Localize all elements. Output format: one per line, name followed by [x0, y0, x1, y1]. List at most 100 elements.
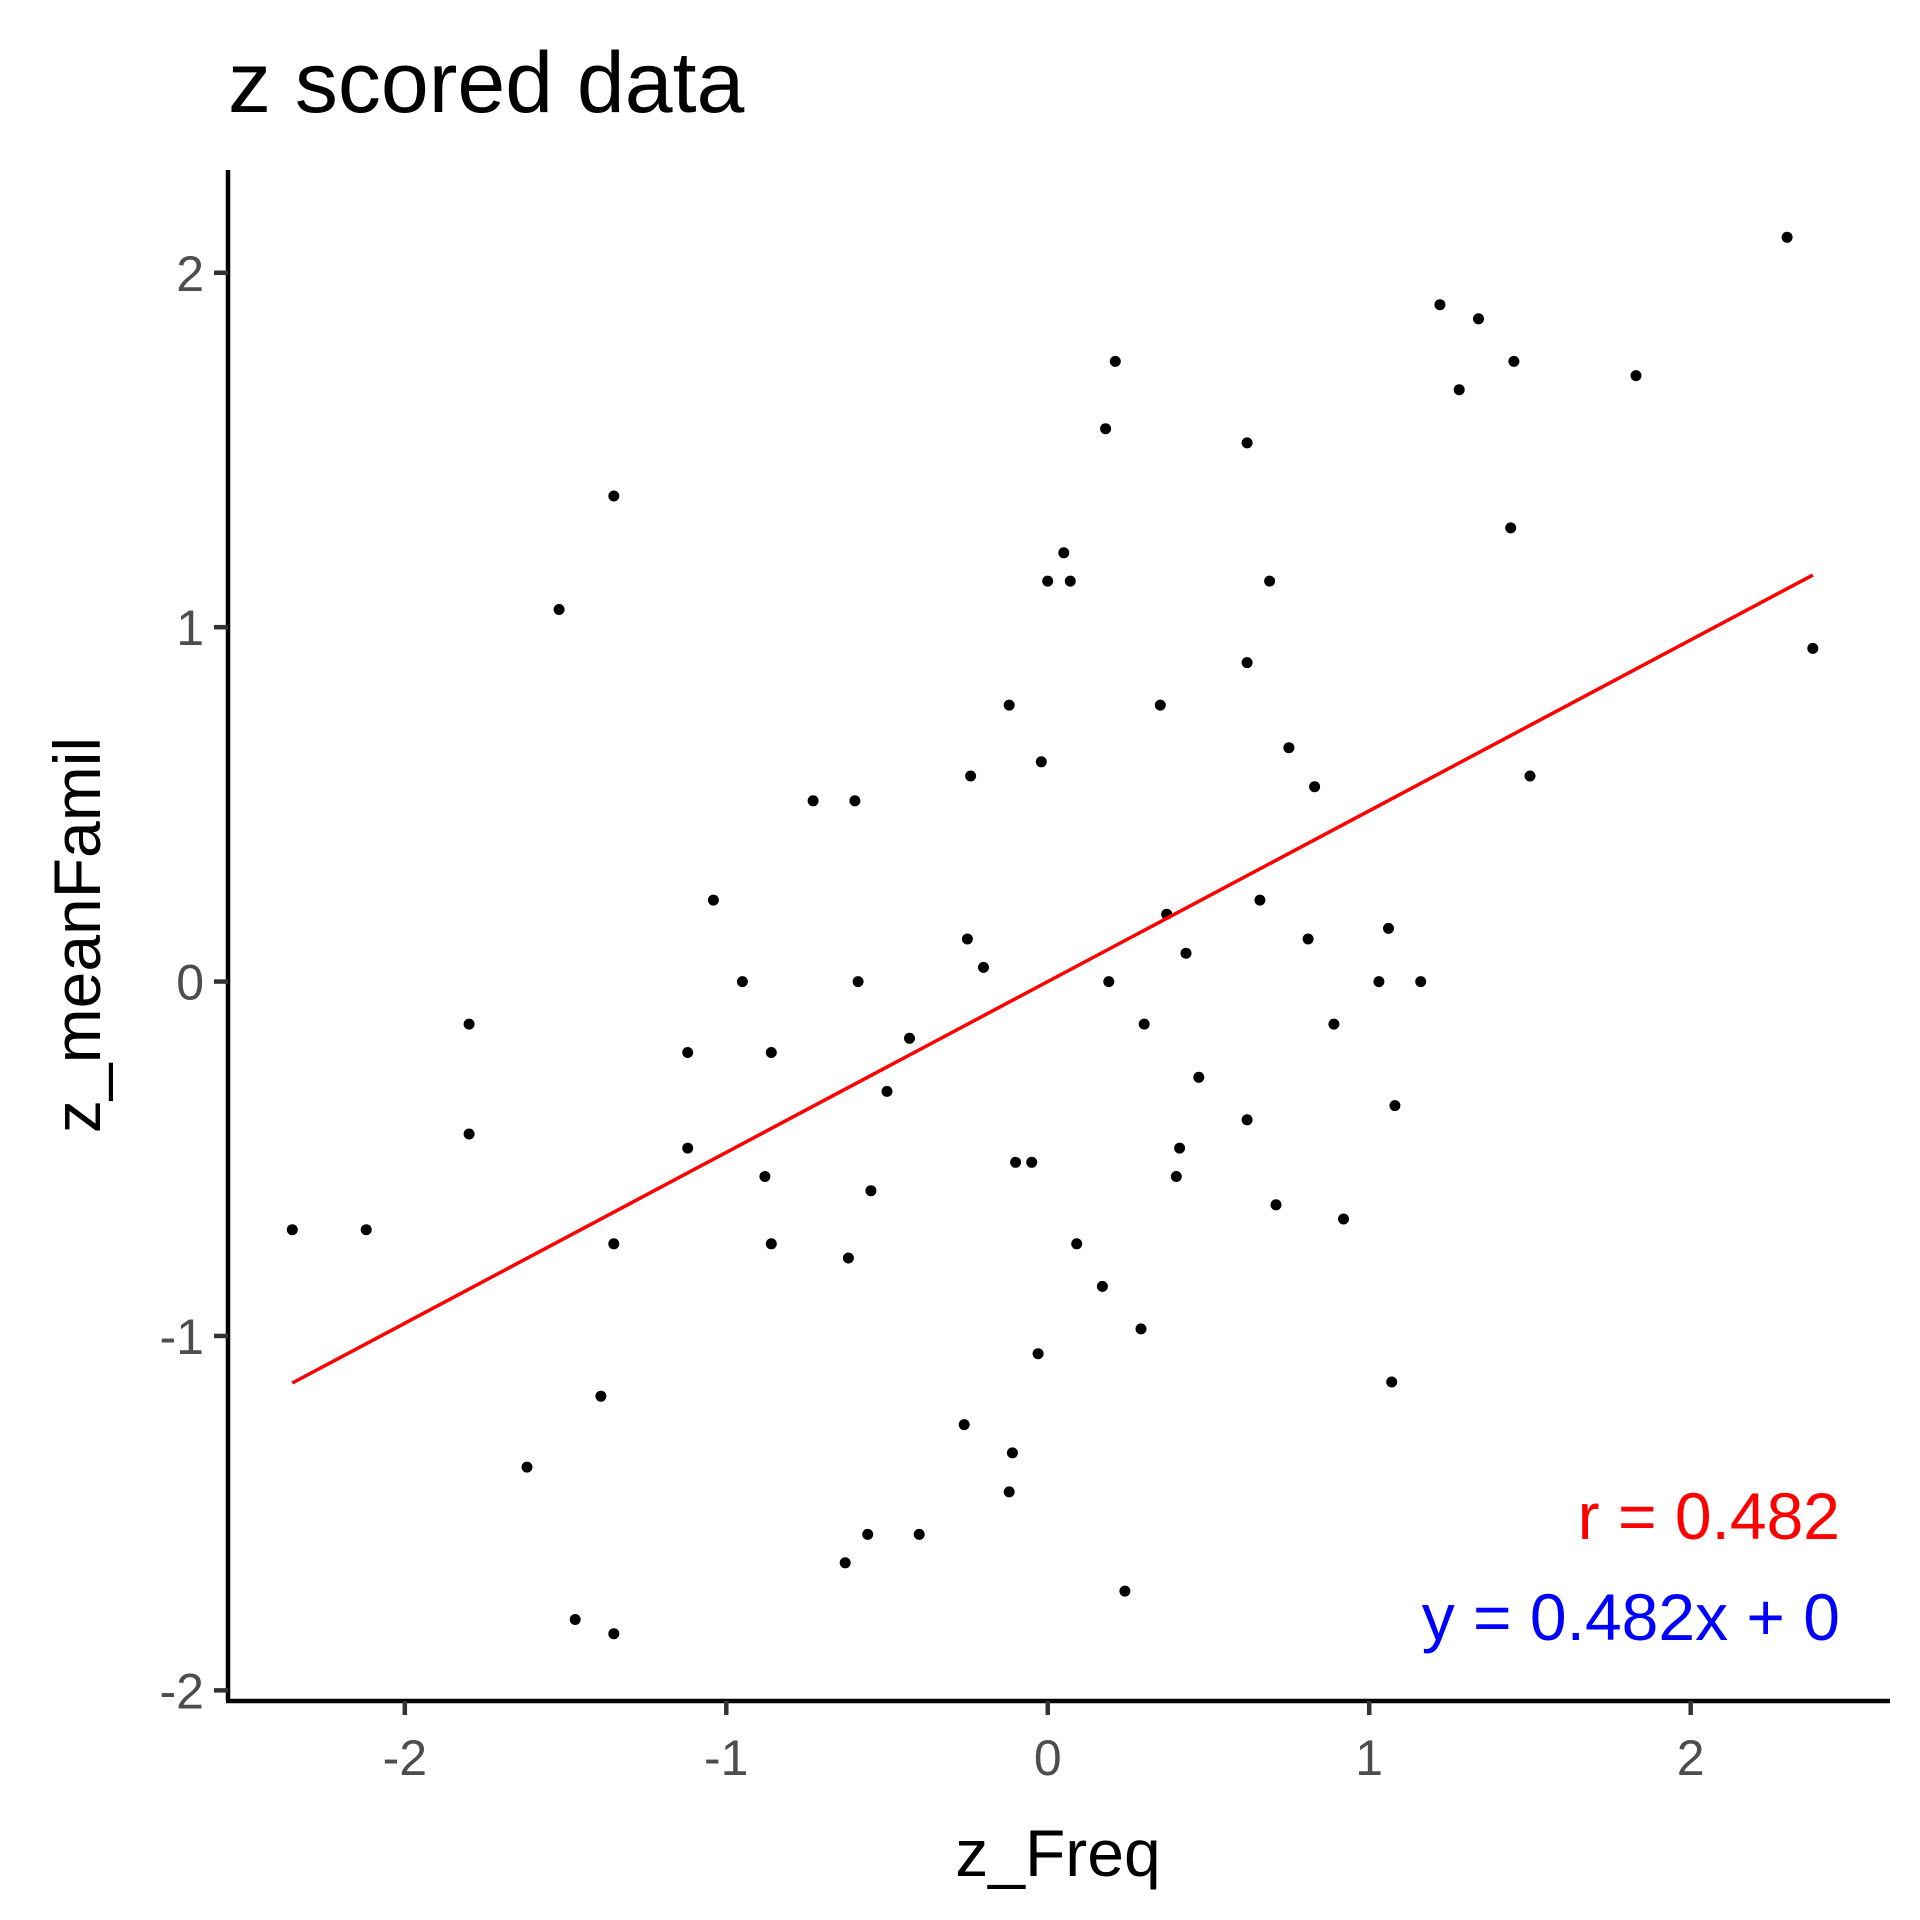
- data-point-79: [569, 1614, 581, 1625]
- data-point-47: [881, 1085, 893, 1097]
- points-layer: [286, 231, 1819, 1640]
- data-point-13: [1064, 575, 1076, 587]
- data-point-6: [1453, 384, 1465, 396]
- data-point-32: [1302, 933, 1314, 945]
- data-point-63: [765, 1238, 777, 1250]
- data-point-12: [1042, 575, 1054, 587]
- data-point-45: [765, 1047, 777, 1058]
- data-point-65: [842, 1252, 854, 1264]
- data-point-31: [961, 933, 973, 945]
- data-point-20: [1283, 742, 1295, 754]
- data-point-59: [1338, 1213, 1349, 1225]
- data-point-71: [958, 1419, 970, 1431]
- x-tick-label: -2: [383, 1730, 427, 1786]
- data-point-26: [849, 795, 861, 807]
- data-point-61: [360, 1224, 372, 1236]
- data-point-19: [1154, 699, 1166, 711]
- data-point-18: [1003, 699, 1015, 711]
- data-point-75: [862, 1528, 874, 1540]
- data-point-9: [608, 490, 620, 502]
- data-point-49: [1241, 1114, 1253, 1126]
- data-point-34: [978, 961, 989, 973]
- data-point-33: [1180, 947, 1192, 959]
- data-point-15: [553, 604, 565, 615]
- data-point-38: [1373, 976, 1385, 988]
- x-tick-label: -1: [704, 1730, 748, 1786]
- data-point-44: [682, 1047, 694, 1058]
- data-point-69: [1386, 1376, 1398, 1388]
- data-point-22: [965, 770, 977, 782]
- data-point-42: [1328, 1018, 1340, 1030]
- data-point-21: [1035, 756, 1047, 768]
- data-point-55: [759, 1171, 771, 1182]
- data-point-16: [1807, 642, 1819, 654]
- data-point-57: [865, 1185, 877, 1197]
- y-tick-label: 1: [176, 600, 204, 656]
- x-tick-label: 2: [1677, 1730, 1705, 1786]
- data-point-54: [1026, 1156, 1038, 1168]
- y-axis-ticks: -2 -1 0 1 2: [160, 246, 228, 1719]
- y-tick-label: 0: [176, 955, 204, 1011]
- data-point-80: [608, 1628, 620, 1640]
- data-point-43: [904, 1032, 915, 1044]
- data-point-58: [1270, 1199, 1282, 1211]
- regression-line: [291, 573, 1814, 1385]
- y-tick-label: -2: [160, 1663, 204, 1719]
- data-point-77: [839, 1557, 851, 1569]
- data-point-25: [807, 795, 819, 807]
- y-axis-title: z_meanFamil: [40, 737, 114, 1133]
- data-point-0: [1781, 231, 1793, 243]
- data-point-40: [463, 1018, 475, 1030]
- data-point-2: [1473, 313, 1484, 325]
- data-point-72: [1006, 1447, 1018, 1459]
- data-point-7: [1100, 423, 1112, 435]
- chart-title: z scored data: [228, 35, 744, 131]
- data-point-1: [1434, 299, 1446, 311]
- data-point-39: [1415, 976, 1427, 988]
- data-point-27: [707, 894, 719, 906]
- data-point-62: [608, 1238, 620, 1250]
- data-point-50: [463, 1128, 475, 1140]
- x-tick-label: 0: [1034, 1730, 1062, 1786]
- data-point-3: [1109, 355, 1121, 367]
- data-point-35: [736, 976, 748, 988]
- data-point-64: [1071, 1238, 1083, 1250]
- data-point-14: [1264, 575, 1276, 587]
- data-point-8: [1241, 437, 1253, 449]
- data-point-23: [1524, 770, 1536, 782]
- data-point-46: [1193, 1071, 1205, 1083]
- data-point-76: [913, 1528, 925, 1540]
- data-point-48: [1389, 1100, 1401, 1112]
- data-point-11: [1058, 547, 1070, 559]
- data-point-73: [521, 1461, 533, 1473]
- data-point-70: [595, 1390, 607, 1402]
- data-point-51: [682, 1142, 694, 1154]
- data-point-10: [1505, 522, 1517, 534]
- data-point-53: [1010, 1156, 1022, 1168]
- data-point-30: [1383, 922, 1394, 934]
- data-point-52: [1174, 1142, 1186, 1154]
- data-point-78: [1119, 1585, 1131, 1597]
- data-point-37: [1103, 976, 1115, 988]
- equation-annotation: y = 0.482x + 0: [1422, 1580, 1840, 1654]
- data-point-5: [1630, 370, 1642, 382]
- y-tick-label: -1: [160, 1309, 204, 1365]
- data-point-24: [1309, 781, 1321, 793]
- data-point-67: [1135, 1323, 1147, 1335]
- data-point-36: [852, 976, 864, 988]
- data-point-60: [286, 1224, 298, 1236]
- x-tick-label: 1: [1355, 1730, 1383, 1786]
- data-point-56: [1170, 1171, 1182, 1182]
- data-point-28: [1254, 894, 1266, 906]
- data-point-74: [1003, 1486, 1015, 1498]
- correlation-annotation: r = 0.482: [1578, 1479, 1840, 1553]
- data-point-41: [1138, 1018, 1150, 1030]
- data-point-4: [1508, 355, 1520, 367]
- x-axis-ticks: -2 -1 0 1 2: [383, 1701, 1705, 1786]
- data-point-66: [1096, 1280, 1108, 1292]
- data-point-17: [1241, 657, 1253, 669]
- data-point-68: [1032, 1348, 1044, 1360]
- y-tick-label: 2: [176, 246, 204, 302]
- x-axis-title: z_Freq: [955, 1816, 1160, 1890]
